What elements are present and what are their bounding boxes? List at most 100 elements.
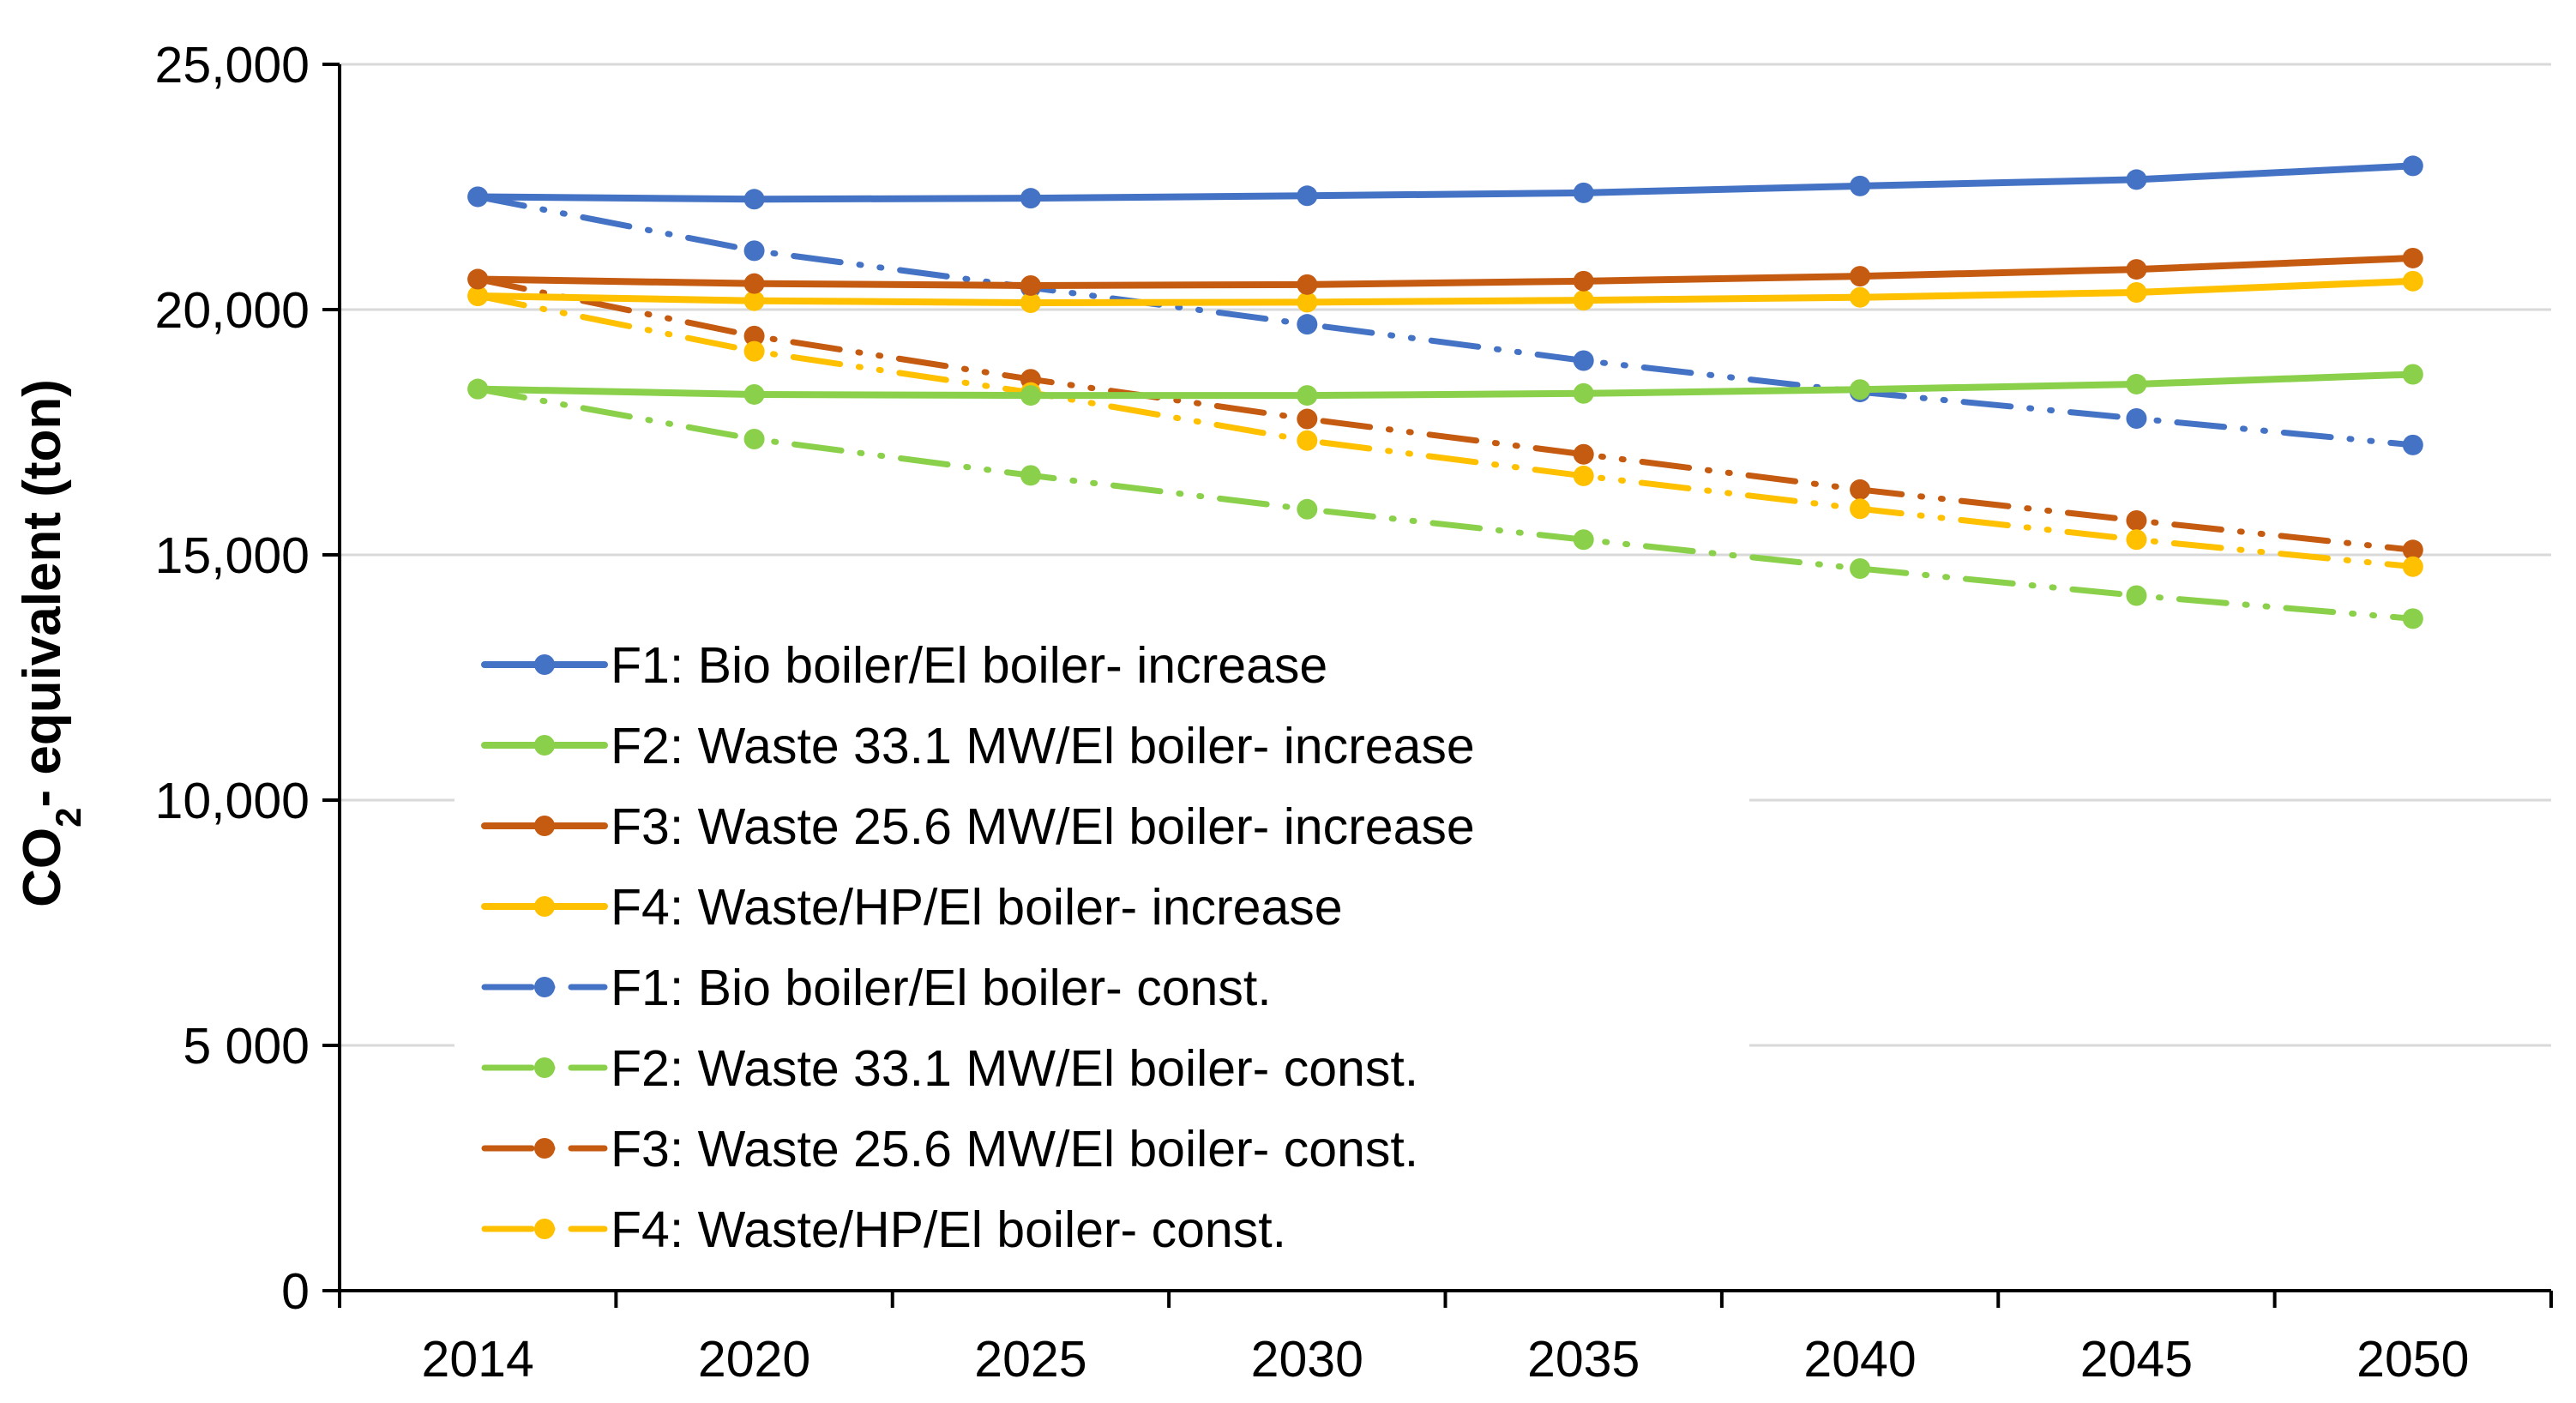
data-point-s8-2030 [1297, 430, 1318, 451]
data-point-s6-2025 [1020, 465, 1041, 486]
y-axis-title: CO2- equivalent (ton) [13, 379, 88, 907]
legend-label-3: F3: Waste 25.6 MW/El boiler- increase [611, 798, 1475, 855]
data-point-s7-2045 [2126, 509, 2147, 531]
y-tick-label-4: 20,000 [155, 282, 310, 339]
data-point-s2-2014 [467, 378, 489, 400]
legend-item-7: F3: Waste 25.6 MW/El boiler- const. [481, 1121, 1418, 1177]
x-tick-label-6: 2045 [2080, 1331, 2193, 1388]
series-line-3 [474, 254, 2417, 289]
series-line-5 [474, 193, 2417, 449]
data-point-s5-2045 [2126, 407, 2147, 429]
x-tick-label-0: 2014 [422, 1331, 534, 1388]
data-point-s5-2050 [2402, 434, 2423, 455]
data-point-s2-2030 [1297, 385, 1318, 406]
legend-item-6: F2: Waste 33.1 MW/El boiler- const. [481, 1040, 1418, 1097]
data-point-s1-2020 [743, 189, 765, 210]
x-tick-label-2: 2025 [974, 1331, 1086, 1388]
series-1 [467, 155, 2423, 210]
data-point-s1-2014 [467, 186, 489, 208]
data-point-s7-2030 [1297, 408, 1318, 430]
data-point-s8-2040 [1850, 498, 1871, 520]
data-point-s4-2020 [743, 290, 765, 311]
series-line-8 [474, 292, 2417, 570]
y-axis-title-subscript: 2 [48, 808, 88, 828]
legend-swatch-marker-3 [534, 816, 555, 836]
series-line-2 [474, 370, 2417, 400]
data-point-s1-2035 [1573, 182, 1594, 203]
legend-swatch-marker-2 [534, 735, 555, 756]
series-line-4 [474, 277, 2417, 306]
data-point-s4-2035 [1573, 290, 1594, 311]
y-tick-label-3: 15,000 [155, 527, 310, 584]
legend-label-6: F2: Waste 33.1 MW/El boiler- const. [611, 1040, 1418, 1097]
legend-swatch-marker-4 [534, 896, 555, 917]
data-point-s6-2035 [1573, 529, 1594, 551]
legend-label-4: F4: Waste/HP/El boiler- increase [611, 879, 1343, 936]
data-point-s8-2045 [2126, 529, 2147, 551]
legend-swatch-marker-8 [534, 1219, 555, 1239]
legend-label-1: F1: Bio boiler/El boiler- increase [611, 637, 1327, 694]
legend-swatch-marker-7 [534, 1138, 555, 1159]
series-line-1 [474, 162, 2417, 203]
data-point-s6-2020 [743, 429, 765, 450]
y-tick-label-1: 5 000 [183, 1018, 310, 1075]
legend-label-7: F3: Waste 25.6 MW/El boiler- const. [611, 1121, 1418, 1177]
series-line-6 [474, 386, 2417, 622]
data-point-s3-2050 [2402, 247, 2423, 268]
legend-item-8: F4: Waste/HP/El boiler- const. [481, 1201, 1286, 1258]
data-point-s5-2030 [1297, 314, 1318, 335]
data-point-s4-2050 [2402, 270, 2423, 292]
data-point-s3-2035 [1573, 270, 1594, 292]
data-point-s1-2025 [1020, 188, 1041, 209]
x-tick-label-3: 2030 [1251, 1331, 1363, 1388]
legend-item-3: F3: Waste 25.6 MW/El boiler- increase [481, 798, 1475, 855]
series-line-7 [474, 276, 2417, 553]
series-6 [467, 378, 2423, 629]
legend-item-4: F4: Waste/HP/El boiler- increase [481, 879, 1343, 936]
legend-background [454, 616, 1749, 1285]
x-tick-label-7: 2050 [2356, 1331, 2469, 1388]
data-point-s1-2050 [2402, 155, 2423, 177]
y-tick-label-0: 0 [281, 1263, 310, 1320]
x-tick-label-5: 2040 [1803, 1331, 1916, 1388]
data-point-s6-2030 [1297, 498, 1318, 520]
series-group [467, 155, 2423, 629]
data-point-s2-2035 [1573, 382, 1594, 404]
axes [322, 63, 2553, 1308]
data-point-s3-2030 [1297, 274, 1318, 295]
legend: F1: Bio boiler/El boiler- increase F2: Wa… [454, 616, 1749, 1285]
data-point-s7-2035 [1573, 443, 1594, 465]
data-point-s7-2040 [1850, 479, 1871, 500]
data-point-s1-2045 [2126, 169, 2147, 190]
legend-swatch-marker-6 [534, 1057, 555, 1078]
legend-item-2: F2: Waste 33.1 MW/El boiler- increase [481, 718, 1475, 774]
legend-label-8: F4: Waste/HP/El boiler- const. [611, 1201, 1286, 1258]
data-point-s4-2030 [1297, 292, 1318, 313]
data-point-s2-2050 [2402, 364, 2423, 385]
x-tick-label-4: 2035 [1527, 1331, 1640, 1388]
y-tick-label-5: 25,000 [155, 37, 310, 93]
x-tick-label-1: 2020 [698, 1331, 810, 1388]
data-point-s7-2020 [743, 325, 765, 346]
legend-item-5: F1: Bio boiler/El boiler- const. [481, 960, 1272, 1016]
data-point-s3-2045 [2126, 259, 2147, 280]
data-point-s2-2045 [2126, 373, 2147, 394]
legend-swatch-marker-5 [534, 977, 555, 997]
data-point-s4-2025 [1020, 292, 1041, 313]
data-point-s3-2025 [1020, 274, 1041, 296]
data-point-s3-2040 [1850, 266, 1871, 287]
data-point-s6-2045 [2126, 585, 2147, 606]
tick-labels: 0 5 000 10,000 15,000 20,000 25,000 2014 2020 20… [155, 37, 2470, 1388]
legend-swatch-marker-1 [534, 654, 555, 675]
series-2 [467, 364, 2423, 406]
data-point-s5-2020 [743, 240, 765, 262]
legend-label-2: F2: Waste 33.1 MW/El boiler- increase [611, 718, 1475, 774]
data-point-s2-2025 [1020, 385, 1041, 406]
legend-label-5: F1: Bio boiler/El boiler- const. [611, 960, 1272, 1016]
data-point-s6-2040 [1850, 558, 1871, 580]
y-tick-label-2: 10,000 [155, 773, 310, 829]
data-point-s4-2014 [467, 285, 489, 306]
data-point-s8-2050 [2402, 556, 2423, 577]
data-point-s4-2040 [1850, 286, 1871, 308]
